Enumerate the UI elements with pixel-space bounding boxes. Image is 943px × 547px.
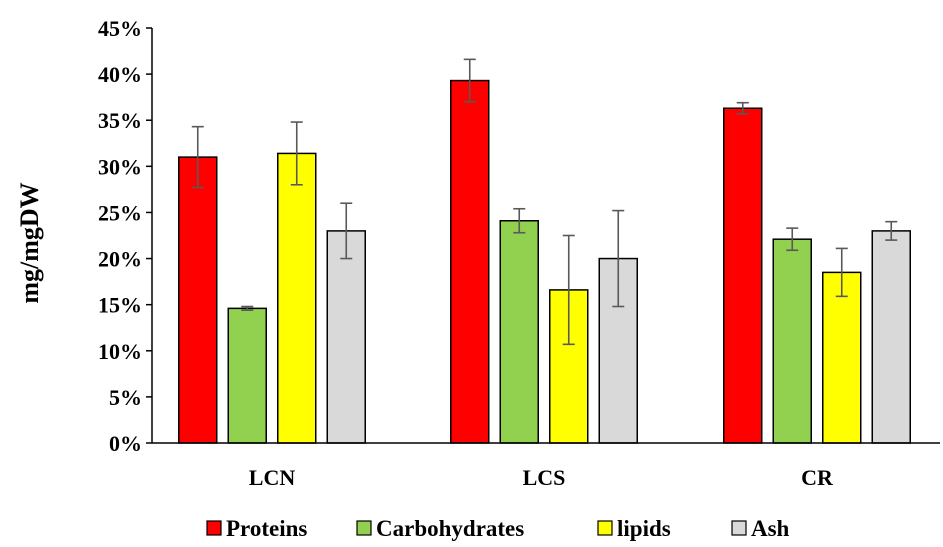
y-axis-ticks: 0% 5% 10% 15% 20% 25% 30% 35% 40% 45%: [98, 16, 152, 456]
y-tick-label: 35%: [98, 108, 142, 133]
legend: Proteins Carbohydrates lipids Ash: [206, 516, 790, 541]
y-tick-label: 5%: [109, 385, 142, 410]
bars: [178, 79, 911, 444]
legend-swatch-lipids: [597, 520, 613, 536]
legend-swatch-carbohydrates: [356, 520, 372, 536]
y-tick-label: 10%: [98, 339, 142, 364]
legend-label-lipids: lipids: [617, 516, 671, 541]
error-bars: [191, 58, 898, 346]
category-label-cr: CR: [801, 465, 834, 490]
y-tick-label: 45%: [98, 16, 142, 41]
y-tick-label: 30%: [98, 154, 142, 179]
bar-lipids-cr: [822, 271, 862, 444]
y-axis-title: mg/mgDW: [15, 182, 44, 303]
y-tick-label: 15%: [98, 293, 142, 318]
bar-ash-lcn: [326, 230, 366, 444]
bar-carbohydrates-lcs: [499, 219, 539, 444]
y-tick-label: 40%: [98, 62, 142, 87]
legend-label-carbohydrates: Carbohydrates: [376, 516, 524, 541]
bar-ash-cr: [871, 230, 911, 444]
legend-swatch-proteins: [206, 520, 222, 536]
legend-swatch-ash: [731, 520, 747, 536]
bar-proteins-lcs: [450, 79, 490, 444]
y-tick-label: 20%: [98, 247, 142, 272]
legend-label-proteins: Proteins: [226, 516, 307, 541]
bar-lipids-lcn: [277, 152, 317, 444]
legend-label-ash: Ash: [751, 516, 790, 541]
bar-proteins-cr: [723, 107, 763, 444]
bar-proteins-lcn: [178, 156, 218, 444]
category-labels: LCN LCS CR: [249, 465, 834, 490]
category-label-lcn: LCN: [249, 465, 296, 490]
y-tick-label: 25%: [98, 200, 142, 225]
y-tick-label: 0%: [109, 431, 142, 456]
bar-carbohydrates-cr: [772, 238, 812, 444]
bar-carbohydrates-lcn: [227, 307, 267, 444]
category-label-lcs: LCS: [523, 465, 566, 490]
